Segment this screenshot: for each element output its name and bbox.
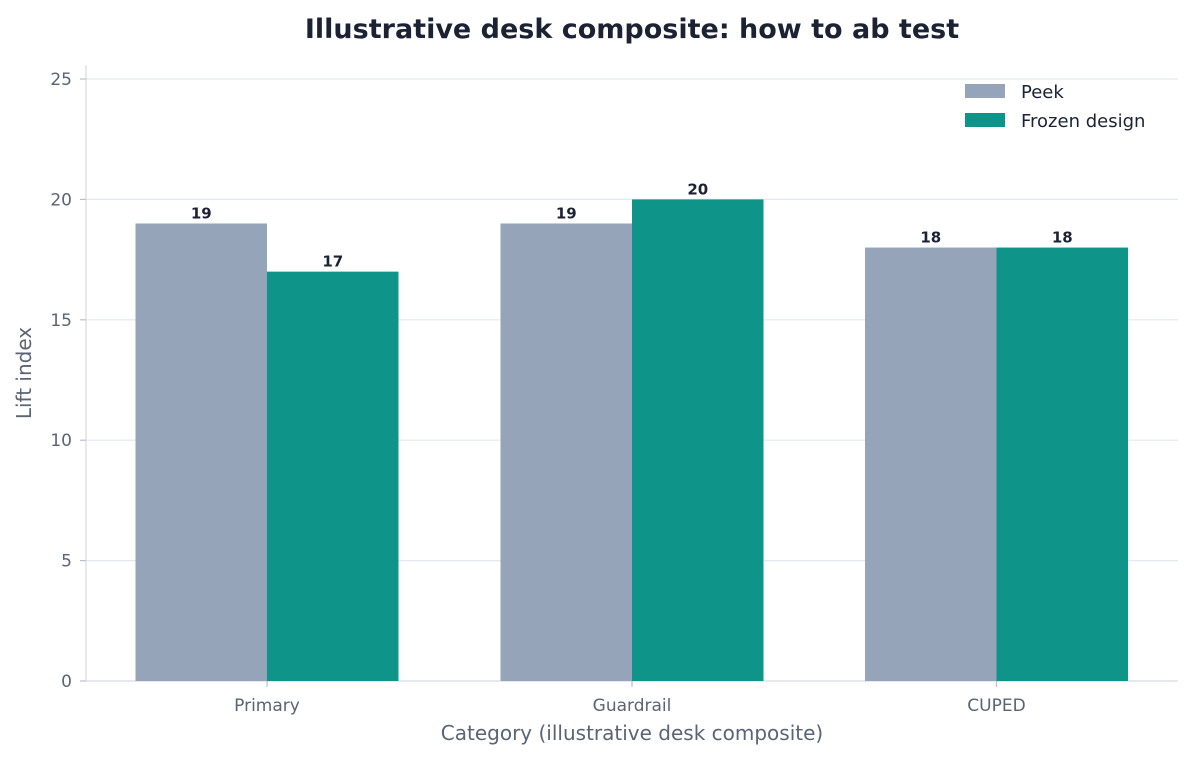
y-tick-label: 0 [61,672,72,692]
bar [632,199,764,681]
y-tick-label: 25 [50,70,72,90]
bar [865,247,997,681]
data-label: 18 [920,229,941,247]
y-tick-label: 10 [50,431,72,451]
legend: Peek Frozen design [965,82,1145,132]
x-ticks: Primary Guardrail CUPED [234,681,1026,716]
bar [135,223,267,682]
legend-swatch [965,84,1005,98]
bars [135,199,1128,682]
legend-label: Peek [1021,82,1064,103]
y-tick-label: 5 [61,552,72,572]
chart-title: Illustrative desk composite: how to ab t… [305,14,959,45]
y-ticks: 0 5 10 15 20 25 [50,70,86,692]
y-tick-label: 20 [50,190,72,210]
data-label: 17 [322,253,343,271]
x-tick-label: Guardrail [593,696,672,716]
y-tick-label: 15 [50,311,72,331]
bar [267,271,399,681]
legend-label: Frozen design [1021,111,1145,132]
legend-swatch [965,113,1005,127]
data-label: 20 [687,180,708,198]
x-tick-label: CUPED [967,696,1025,716]
data-labels: 19 17 19 20 18 18 [191,180,1073,270]
data-label: 19 [191,204,212,222]
y-axis-label: Lift index [12,327,36,419]
data-label: 19 [556,204,577,222]
bar [500,223,632,682]
x-tick-label: Primary [234,696,300,716]
data-label: 18 [1052,229,1073,247]
bar [996,247,1128,681]
x-axis-label: Category (illustrative desk composite) [441,721,823,745]
